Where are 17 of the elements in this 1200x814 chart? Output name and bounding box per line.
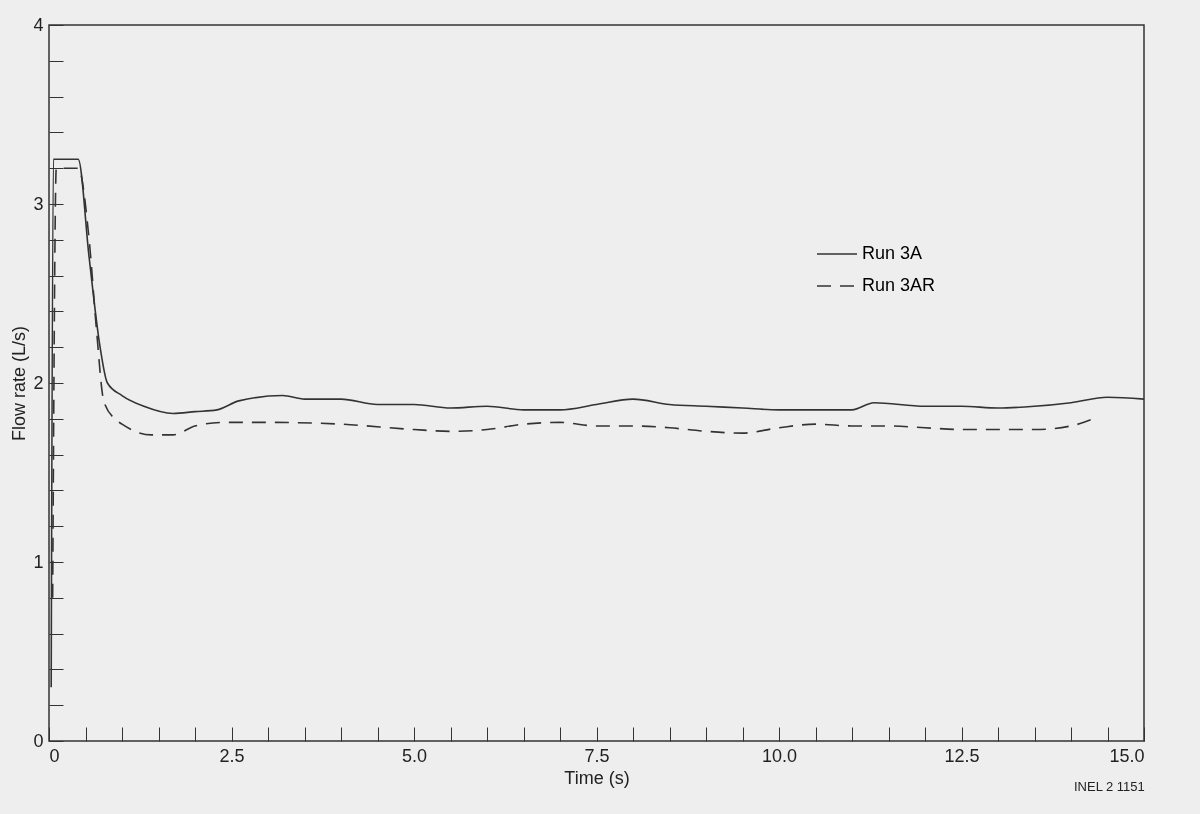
x-axis-title: Time (s) [564,767,630,788]
y-axis-title: Flow rate (L/s) [9,325,30,442]
x-tick-label: 15.0 [1109,745,1145,766]
x-tick-label: 10.0 [761,745,798,766]
x-tick-label: 0 [49,745,60,766]
y-tick-label: 1 [33,551,44,572]
text: INEL 2 1151 [1073,779,1145,794]
y-tick-label: 2 [33,372,44,393]
x-tick-label: 12.5 [944,745,980,766]
legend-label: Run 3AR [862,275,936,295]
x-tick-label: 5.0 [401,745,428,766]
y-tick-label: 0 [33,730,44,751]
y-tick-label: 4 [33,14,44,35]
x-tick-label: 7.5 [584,745,610,766]
legend-label: Run 3A [862,243,923,263]
y-tick-label: 3 [33,193,44,214]
x-tick-label: 2.5 [219,745,245,766]
